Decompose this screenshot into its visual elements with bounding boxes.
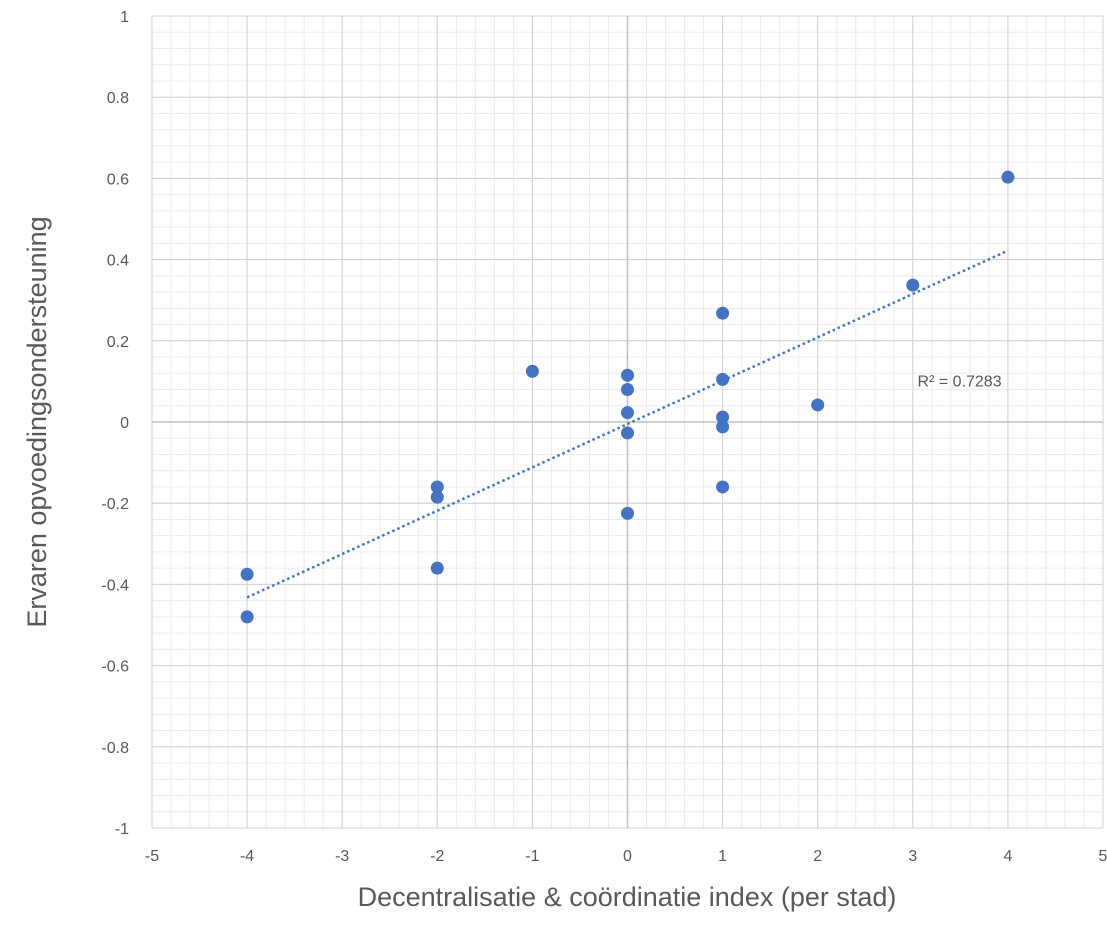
data-point (811, 398, 825, 412)
y-tick-label: 0.2 (107, 334, 129, 351)
data-point (525, 364, 539, 378)
x-tick-label: -3 (335, 848, 349, 865)
trendline-group (246, 249, 1009, 599)
data-point (240, 567, 254, 581)
zero-axes (152, 16, 1103, 828)
x-tick-label: 4 (1003, 848, 1012, 865)
data-points (240, 170, 1015, 624)
data-point (716, 480, 730, 494)
data-point (621, 506, 634, 520)
data-point (1001, 170, 1015, 184)
y-tick-label: 1 (120, 9, 129, 26)
y-tick-label: -0.6 (101, 659, 129, 676)
x-tick-label: 0 (623, 848, 632, 865)
x-tick-label: 5 (1099, 848, 1107, 865)
y-tick-label: 0.4 (107, 253, 129, 270)
data-point (621, 383, 634, 397)
x-tick-label: 3 (908, 848, 917, 865)
y-tick-label: -1 (115, 821, 129, 838)
x-tick-label: 1 (718, 848, 727, 865)
x-tick-label: -2 (430, 848, 444, 865)
data-point (430, 561, 444, 575)
data-point (430, 480, 444, 494)
data-point (621, 368, 634, 382)
y-tick-label: -0.8 (101, 740, 129, 757)
data-point (716, 306, 730, 320)
x-axis-tick-labels: -5 -4 -3 -2 -1 0 1 2 3 4 5 (145, 848, 1107, 865)
data-point (906, 278, 920, 292)
data-point (716, 420, 730, 434)
y-tick-label: -0.2 (101, 496, 129, 513)
data-point (716, 410, 730, 424)
data-point (621, 406, 634, 420)
data-point (430, 490, 444, 504)
data-point (240, 610, 254, 624)
y-tick-label: 0.8 (107, 90, 129, 107)
x-tick-label: -1 (525, 848, 539, 865)
x-axis-title: Decentralisatie & coördinatie index (per… (358, 882, 897, 912)
y-axis-title: Ervaren opvoedingsondersteuning (22, 216, 52, 627)
data-point (716, 372, 730, 386)
x-tick-label: -5 (145, 848, 159, 865)
y-tick-label: 0 (120, 415, 129, 432)
trendline (246, 249, 1009, 599)
r-squared-label: R² = 0.7283 (918, 373, 1002, 390)
x-tick-label: 2 (813, 848, 822, 865)
y-tick-label: 0.6 (107, 171, 129, 188)
y-axis-tick-labels: -1 -0.8 -0.6 -0.4 -0.2 0 0.2 0.4 0.6 0.8 1 (101, 9, 129, 838)
y-tick-label: -0.4 (101, 577, 129, 594)
x-tick-label: -4 (240, 848, 254, 865)
data-point (621, 426, 634, 440)
